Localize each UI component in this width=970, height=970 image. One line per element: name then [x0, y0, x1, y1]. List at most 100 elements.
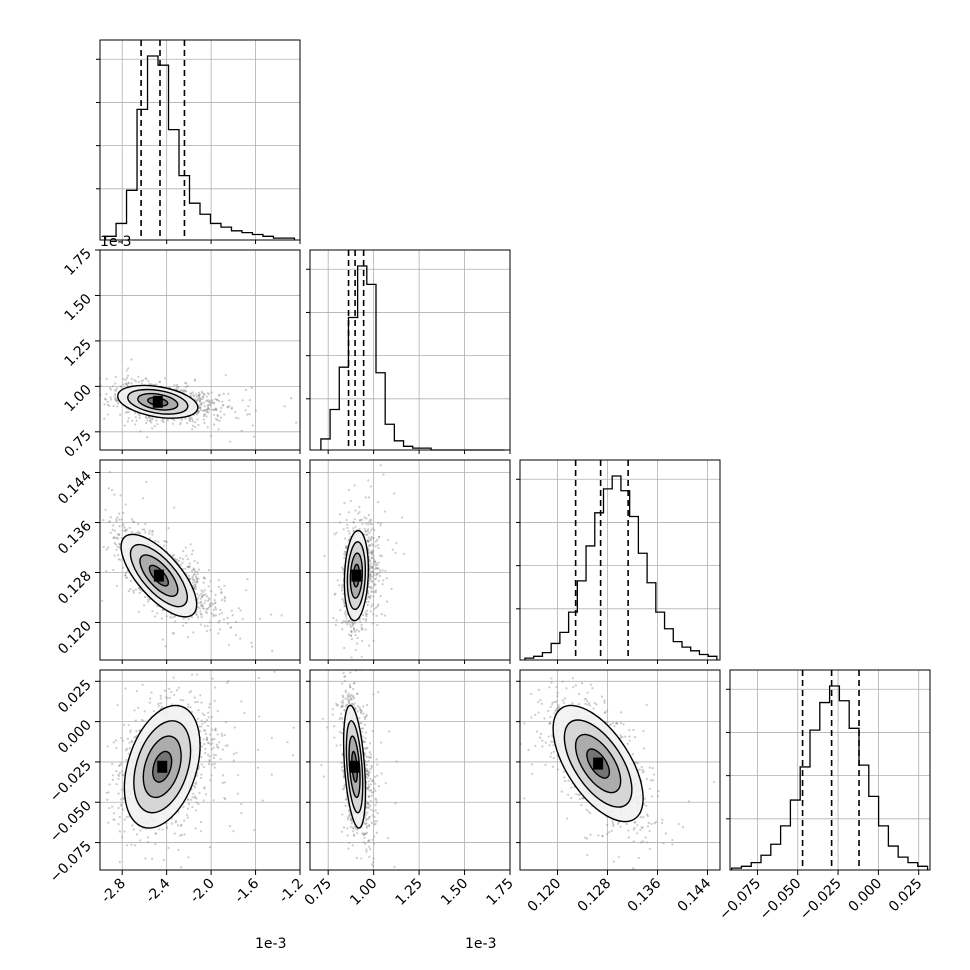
- sample-point: [185, 386, 188, 389]
- sample-point: [214, 407, 218, 410]
- sample-point: [345, 621, 348, 624]
- sample-point: [366, 612, 369, 616]
- sample-point: [192, 578, 196, 581]
- sample-point: [114, 398, 117, 401]
- sample-point: [223, 781, 226, 784]
- sample-point: [181, 624, 185, 627]
- sample-point: [382, 579, 385, 582]
- sample-point: [196, 418, 199, 421]
- sample-point: [220, 677, 222, 679]
- sample-point: [107, 546, 110, 549]
- sample-point: [193, 570, 196, 573]
- sample-point: [369, 519, 372, 522]
- sample-point: [121, 773, 124, 777]
- sample-point: [188, 418, 191, 421]
- sample-point: [121, 808, 124, 811]
- sample-point: [198, 396, 202, 399]
- sample-point: [378, 554, 382, 557]
- sample-point: [200, 773, 203, 776]
- sample-point: [349, 634, 353, 637]
- sample-point: [134, 416, 137, 419]
- sample-point: [189, 543, 192, 546]
- sample-point: [245, 589, 248, 592]
- sample-point: [368, 531, 371, 534]
- sample-point: [108, 806, 111, 810]
- panel-frame: [309, 249, 511, 451]
- sample-point: [364, 613, 368, 616]
- sample-point: [155, 383, 158, 386]
- sample-point: [297, 718, 299, 720]
- sample-point: [352, 627, 356, 630]
- sample-point: [122, 511, 125, 515]
- sample-point: [369, 562, 372, 565]
- sample-point: [201, 605, 205, 608]
- sample-point: [209, 629, 212, 632]
- sample-point: [196, 601, 200, 604]
- sample-point: [258, 715, 261, 718]
- sample-point: [215, 408, 218, 412]
- sample-point: [251, 424, 254, 427]
- sample-point: [105, 548, 108, 551]
- sample-point: [138, 416, 141, 419]
- sample-point: [175, 558, 179, 561]
- sample-point: [151, 533, 154, 536]
- sample-point: [195, 393, 198, 396]
- sample-point: [344, 612, 347, 615]
- sample-point: [220, 598, 224, 602]
- sample-point: [194, 827, 197, 830]
- sample-point: [250, 641, 253, 644]
- sample-point: [374, 564, 377, 567]
- sample-point: [200, 719, 203, 722]
- sample-point: [173, 557, 177, 560]
- sample-point: [211, 408, 214, 411]
- sample-point: [127, 367, 130, 370]
- sample-point: [191, 549, 195, 552]
- sample-point: [376, 563, 379, 567]
- sample-point: [231, 614, 234, 617]
- sample-point: [367, 513, 370, 517]
- sample-point: [204, 610, 208, 613]
- sample-point: [230, 406, 234, 409]
- sample-point: [184, 567, 187, 570]
- sample-point: [386, 538, 389, 541]
- sample-point: [91, 397, 93, 399]
- sample-point: [232, 752, 236, 755]
- sample-point: [208, 598, 211, 601]
- sample-point: [342, 599, 345, 602]
- sample-point: [202, 581, 205, 584]
- sample-point: [355, 629, 358, 632]
- sample-point: [368, 558, 371, 562]
- sample-point: [201, 712, 204, 715]
- sample-point: [345, 545, 348, 548]
- sample-point: [350, 637, 354, 641]
- sample-point: [125, 369, 129, 372]
- sample-point: [118, 518, 121, 521]
- sample-point: [118, 525, 121, 528]
- sample-point: [376, 572, 379, 576]
- sample-point: [220, 406, 223, 410]
- sample-point: [363, 516, 366, 519]
- sample-point: [112, 405, 115, 408]
- sample-point: [114, 382, 117, 385]
- sample-point: [360, 655, 363, 658]
- sample-point: [367, 595, 370, 599]
- sample-point: [117, 773, 120, 776]
- sample-point: [223, 597, 226, 600]
- sample-point: [112, 536, 116, 539]
- sample-point: [188, 417, 192, 420]
- sample-point: [338, 513, 342, 516]
- sample-point: [345, 617, 348, 620]
- sample-point: [226, 405, 229, 408]
- sample-point: [191, 581, 195, 584]
- sample-point: [203, 405, 206, 408]
- sample-point: [113, 529, 117, 532]
- sample-point: [140, 379, 143, 383]
- sample-point: [94, 364, 96, 366]
- sample-point: [352, 628, 356, 632]
- sample-point: [164, 540, 167, 543]
- sample-point: [195, 581, 198, 584]
- sample-point: [244, 388, 248, 392]
- sample-point: [124, 382, 128, 385]
- sample-point: [204, 732, 208, 735]
- sample-point: [349, 499, 352, 503]
